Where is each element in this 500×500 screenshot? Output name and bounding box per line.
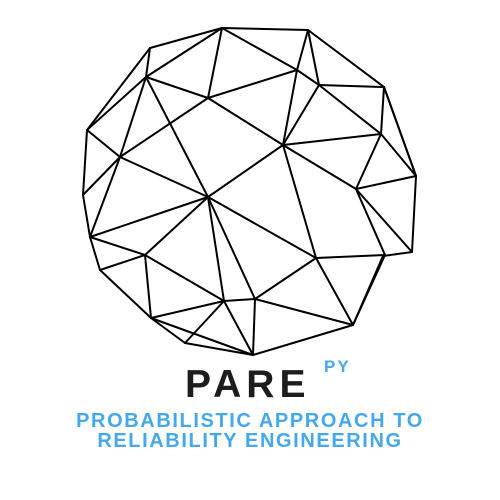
logo-name: PARE: [185, 363, 311, 406]
tagline-line-1: PROBABILISTIC APPROACH TO: [76, 410, 424, 432]
tagline-line-2: RELIABILITY ENGINEERING: [97, 430, 403, 452]
logo-suffix: PY: [324, 357, 351, 376]
